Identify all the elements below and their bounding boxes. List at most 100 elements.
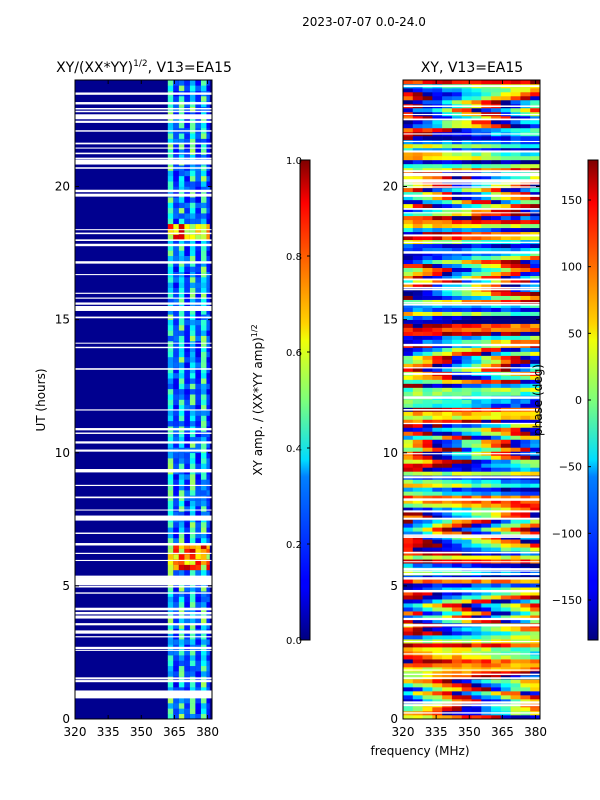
heat-cell <box>442 619 453 624</box>
colorbar-tick-label: 1.0 <box>286 156 302 167</box>
heat-cell <box>491 443 502 448</box>
heat-cell <box>432 483 443 488</box>
heat-cell <box>206 213 210 219</box>
heat-cell <box>500 487 511 492</box>
heat-cell <box>184 175 190 182</box>
heat-cell <box>173 697 179 704</box>
heat-cell <box>412 659 423 664</box>
heat-cell <box>432 471 443 476</box>
heat-cell <box>403 483 414 488</box>
heat-cell <box>442 539 453 544</box>
heat-cell <box>442 487 453 492</box>
heat-cell <box>412 107 423 113</box>
heat-cell <box>422 267 433 272</box>
heat-cell <box>520 455 531 460</box>
heat-cell <box>481 671 492 676</box>
heat-cell <box>500 579 511 584</box>
heat-cell <box>481 491 492 496</box>
heat-cell <box>432 667 443 672</box>
heat-cell <box>195 649 201 656</box>
heat-cell <box>178 330 185 336</box>
heat-cell <box>471 351 482 356</box>
heat-cell <box>167 639 174 645</box>
heat-cell <box>442 155 453 161</box>
heat-cell <box>167 234 174 241</box>
heat-cell <box>471 519 482 524</box>
heat-cell <box>530 251 541 257</box>
heat-cell <box>500 211 511 217</box>
heat-cell <box>481 331 492 336</box>
heat-cell <box>530 515 541 520</box>
heat-cell <box>530 647 541 652</box>
heat-cell <box>500 175 511 181</box>
heat-cell <box>442 87 453 93</box>
flagged-row <box>403 589 540 593</box>
heat-cell <box>451 403 463 408</box>
flagged-row <box>403 251 540 254</box>
heat-cell <box>195 463 201 470</box>
heat-cell <box>189 639 196 645</box>
heat-cell <box>451 515 463 520</box>
heat-cell <box>451 675 463 680</box>
heat-cell <box>184 202 190 209</box>
heat-cell <box>173 197 179 203</box>
heat-cell <box>461 619 472 624</box>
heat-cell <box>206 559 210 565</box>
heat-cell <box>432 183 443 189</box>
heat-cell <box>520 583 531 588</box>
heat-cell <box>167 149 174 155</box>
heat-cell <box>432 223 443 229</box>
heat-cell <box>200 527 207 533</box>
heat-cell <box>403 683 414 688</box>
heat-cell <box>471 615 482 620</box>
flagged-row <box>75 239 212 241</box>
heat-cell <box>184 308 190 315</box>
heat-cell <box>530 207 541 213</box>
heat-cell <box>510 455 521 460</box>
heat-cell <box>451 299 463 304</box>
heat-cell <box>178 617 185 624</box>
heat-cell <box>422 667 433 672</box>
heat-cell <box>481 455 492 460</box>
heat-cell <box>530 163 541 169</box>
heat-cell <box>442 123 453 129</box>
heat-cell <box>530 643 541 648</box>
heat-cell <box>422 259 433 265</box>
heat-cell <box>500 683 511 688</box>
heat-cell <box>530 283 541 288</box>
heat-cell <box>510 327 521 332</box>
heat-cell <box>403 671 414 676</box>
flagged-row <box>75 577 212 583</box>
heat-cell <box>422 163 433 169</box>
heat-cell <box>195 591 201 597</box>
heat-cell <box>178 713 185 720</box>
heat-cell <box>173 149 179 155</box>
heat-cell <box>500 619 511 624</box>
heat-cell <box>184 207 190 214</box>
heat-cell <box>451 175 463 181</box>
heat-cell <box>510 591 521 596</box>
heat-cell <box>167 591 174 597</box>
heat-cell <box>432 579 443 584</box>
heat-cell <box>173 532 179 539</box>
heat-cell <box>200 378 207 384</box>
heat-cell <box>167 543 174 549</box>
heat-cell <box>500 587 511 592</box>
heat-cell <box>184 681 190 688</box>
heat-cell <box>412 467 423 472</box>
heat-cell <box>530 403 541 408</box>
heat-cell <box>173 186 179 193</box>
heat-cell <box>432 327 443 332</box>
heat-cell <box>403 447 414 452</box>
heat-cell <box>500 467 511 472</box>
heat-cell <box>206 197 210 203</box>
heat-cell <box>520 263 531 269</box>
heat-cell <box>461 487 472 492</box>
heat-cell <box>206 490 210 496</box>
heat-cell <box>442 135 453 141</box>
heat-cell <box>461 163 472 169</box>
heat-cell <box>471 435 482 440</box>
heat-cell <box>481 243 492 249</box>
heat-cell <box>510 99 521 105</box>
